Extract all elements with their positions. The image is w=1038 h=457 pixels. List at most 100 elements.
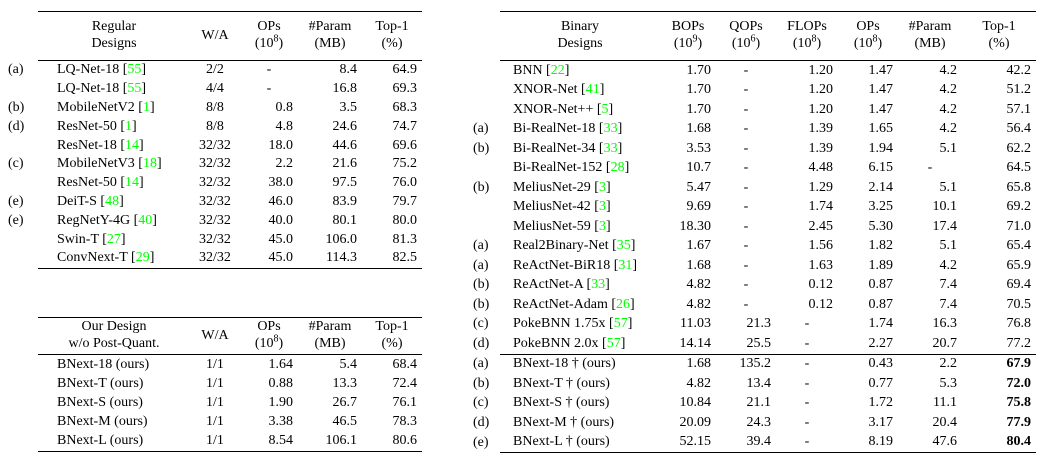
row-label [470,100,500,120]
value-cell: 65.8 [1006,179,1032,195]
citation-link[interactable]: 3 [598,199,606,215]
citation-link[interactable]: 57 [606,335,621,351]
value-cell: 18.30 [679,218,712,234]
value-cell: 44.6 [332,137,358,153]
table-row: (a) BNext-18 † (ours) 1.68 135.2-0.43 2.2 67.… [470,353,1036,374]
citation-link[interactable]: 40 [138,212,153,228]
value-cell: 1.74 [808,199,834,215]
citation-link[interactable]: 33 [603,121,618,137]
citation-link[interactable]: 14 [125,137,140,153]
citation-link[interactable]: 55 [127,62,142,78]
value-cell: 69.4 [1006,277,1032,293]
row-label: (b) [473,277,490,293]
table-row: (a) Real2Binary-Net [35] 1.67 - 1.56 1.82 5.1 6… [470,237,1036,257]
value-cell: - [804,414,810,430]
citation-link[interactable]: 28 [610,160,625,176]
value-cell: 69.2 [1006,199,1032,215]
value-cell: 24.6 [332,118,358,134]
table-row: (b) ReActNet-A [33] 4.82 - 0.12 0.87 7.4 69.4 [470,276,1036,296]
value-cell: 32/32 [190,248,240,269]
citation-link[interactable]: 48 [105,193,120,209]
value-cell: 97.5 [332,175,358,191]
value-cell: 7.4 [939,277,958,293]
table-row: (e) DeiT-S [48] 32/32 46.0 83.9 79.7 [5,193,422,212]
value-cell: 5.3 [939,375,958,391]
citation-link[interactable]: 35 [616,238,631,254]
table-row: BNext-T (ours) 1/1 0.88 13.3 72.4 [5,374,422,393]
value-cell: - [743,160,749,176]
citation-link[interactable]: 3 [598,179,606,195]
citation-link[interactable]: 57 [613,316,628,332]
value-cell: 1/1 [206,394,224,410]
value-cell: 1.72 [868,395,894,411]
value-cell: 57.1 [1006,101,1032,117]
column-header: Binary Designs [500,11,660,61]
citation-link[interactable]: 33 [591,277,606,293]
value-cell: 13.3 [332,375,358,391]
value-cell: 69.3 [392,81,418,97]
value-cell: 5.30 [868,218,894,234]
column-header: QOPs (106) [716,11,776,61]
value-cell: 70.5 [1006,296,1032,312]
citation-link[interactable]: 22 [550,62,565,78]
model-name-cell: XNOR-Net++ [5] [513,101,614,117]
table-row: BNext-S (ours) 1/1 1.90 26.7 76.1 [5,393,422,412]
value-cell: 1.68 [686,121,712,137]
citation-link[interactable]: 18 [142,156,157,172]
value-cell: 114.3 [298,248,362,269]
citation-link[interactable]: 26 [616,296,631,312]
table-row: BNext-M (ours) 1/1 3.38 46.5 78.3 [5,413,422,432]
column-header: Regular Designs [38,11,190,61]
citation-link[interactable]: 29 [135,250,150,266]
value-cell: 1.94 [868,140,894,156]
value-cell: 82.5 [362,248,422,269]
citation-link[interactable]: 1 [125,118,133,134]
citation-link[interactable]: 31 [618,257,633,273]
citation-link[interactable]: 55 [127,81,142,97]
row-label [5,432,38,452]
citation-link[interactable]: 5 [601,101,609,117]
citation-link[interactable]: 3 [598,218,606,234]
model-name-cell: BNext-S (ours) [57,394,143,410]
column-header: Our Design w/o Post-Quant. [38,317,190,355]
value-cell: 69.6 [392,137,418,153]
row-label [5,230,38,249]
row-label: (b) [473,296,490,312]
value-cell: 8.54 [240,431,298,452]
value-cell: - [743,199,749,215]
value-cell: 1.47 [868,62,894,78]
value-cell: 21.6 [332,156,358,172]
value-cell: 1.64 [268,356,294,372]
table-row: (e) RegNetY-4G [40] 32/32 40.0 80.1 80.0 [5,211,422,230]
model-name-cell: Bi-RealNet-18 [33] [513,121,623,137]
value-cell: - [776,353,838,374]
model-name-cell: BNext-L † (ours) [500,432,660,453]
value-cell: 68.3 [392,99,418,115]
row-label [5,355,38,375]
value-cell: 0.12 [808,277,834,293]
table-row: XNOR-Net++ [5] 1.70 - 1.20 1.47 4.2 57.1 [470,100,1036,120]
row-label: (a) [473,257,489,273]
table-row: (a) LQ-Net-18 [55] 2/2 - 8.4 64.9 [5,61,422,80]
model-name-cell: RegNetY-4G [40] [57,212,157,228]
table-row: (d) PokeBNN 2.0x [57] 14.14 25.5 - 2.27 20.7 77… [470,334,1036,354]
binary-designs-table: Binary Designs BOPs (109) QOPs (106) FLOPs (108… [470,11,1036,453]
value-cell: 51.2 [1006,82,1032,98]
table-row: (d) ResNet-50 [1] 8/8 4.8 24.6 74.7 [5,117,422,136]
citation-link[interactable]: 41 [585,82,600,98]
value-cell: 1.20 [808,101,834,117]
value-cell: 1.39 [808,140,834,156]
value-cell: 13.4 [746,375,772,391]
value-cell: 135.2 [716,353,776,374]
table-row: (a) Bi-RealNet-18 [33] 1.68 - 1.39 1.65 4.2 56.… [470,120,1036,140]
citation-link[interactable]: 14 [125,175,140,191]
citation-link[interactable]: 1 [142,99,150,115]
citation-link[interactable]: 27 [106,231,121,247]
value-cell: - [743,238,749,254]
model-name-cell: BNext-T † (ours) [513,375,610,391]
column-header: Top-1 (%) [962,11,1036,61]
value-cell: 11.1 [933,395,957,411]
value-cell: 3.38 [268,414,294,430]
citation-link[interactable]: 33 [603,140,618,156]
value-cell: 4.2 [939,121,958,137]
